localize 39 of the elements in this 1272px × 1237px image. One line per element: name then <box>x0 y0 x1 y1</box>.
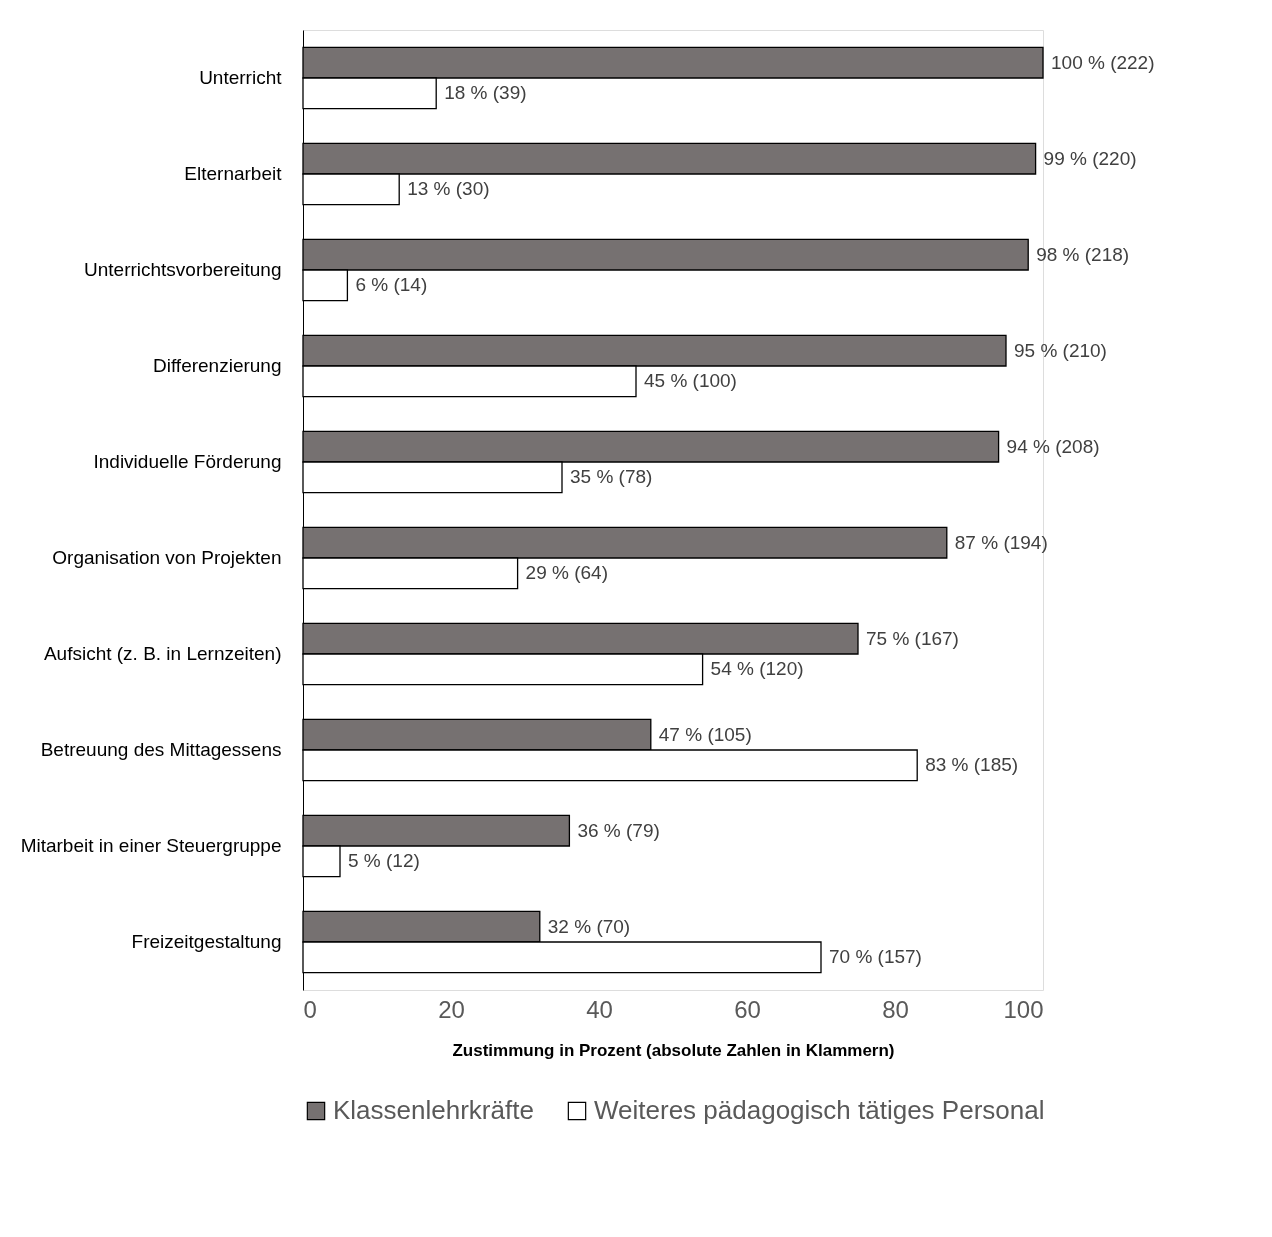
data-label: 35 % (78) <box>570 466 653 488</box>
y-tick-label: Unterricht <box>199 67 283 88</box>
x-tick-label: 40 <box>586 995 613 1023</box>
data-label: 5 % (12) <box>348 850 420 872</box>
y-tick-label: Aufsicht (z. B. in Lernzeiten) <box>43 643 282 664</box>
data-label: 83 % (185) <box>925 754 1019 776</box>
x-tick-label: 0 <box>303 995 317 1023</box>
y-tick-label: Elternarbeit <box>184 163 283 184</box>
data-label: 87 % (194) <box>954 531 1048 553</box>
y-tick-label: Betreuung des Mittagessens <box>40 739 282 760</box>
data-label: 13 % (30) <box>407 178 490 200</box>
y-tick-label: Unterrichtsvorbereitung <box>84 259 282 280</box>
data-label: 29 % (64) <box>525 562 608 584</box>
data-label: 54 % (120) <box>710 658 804 680</box>
data-label: 95 % (210) <box>1014 339 1107 361</box>
x-tick-label: 100 <box>1003 995 1044 1023</box>
x-tick-label: 60 <box>734 995 761 1023</box>
x-tick-label: 80 <box>882 995 909 1023</box>
data-label: 45 % (100) <box>644 370 737 392</box>
legend-label: Weiteres pädagogisch tätiges Personal <box>594 1095 1045 1125</box>
y-tick-label: Organisation von Projekten <box>52 547 282 568</box>
y-tick-label: Freizeitgestaltung <box>131 931 282 952</box>
data-label: 6 % (14) <box>355 274 428 296</box>
y-tick-label: Mitarbeit in einer Steuergruppe <box>20 835 282 856</box>
legend-label: Klassenlehrkräfte <box>333 1095 534 1125</box>
x-tick-label: 20 <box>438 995 465 1023</box>
data-label: 36 % (79) <box>577 819 660 841</box>
y-tick-label: Differenzierung <box>152 355 282 376</box>
y-tick-label: Individuelle Förderung <box>93 451 282 472</box>
x-axis-title: Zustimmung in Prozent (absolute Zahlen in Klammern) <box>452 1040 895 1060</box>
data-label: 75 % (167) <box>866 627 959 649</box>
data-label: 32 % (70) <box>547 915 631 937</box>
data-label: 99 % (220) <box>1043 147 1137 169</box>
data-label: 18 % (39) <box>444 82 527 104</box>
data-label: 47 % (105) <box>658 723 752 745</box>
data-label: 70 % (157) <box>829 946 922 968</box>
data-label: 94 % (208) <box>1006 435 1100 457</box>
data-label: 98 % (218) <box>1036 243 1130 265</box>
data-label: 100 % (222) <box>1051 51 1155 73</box>
